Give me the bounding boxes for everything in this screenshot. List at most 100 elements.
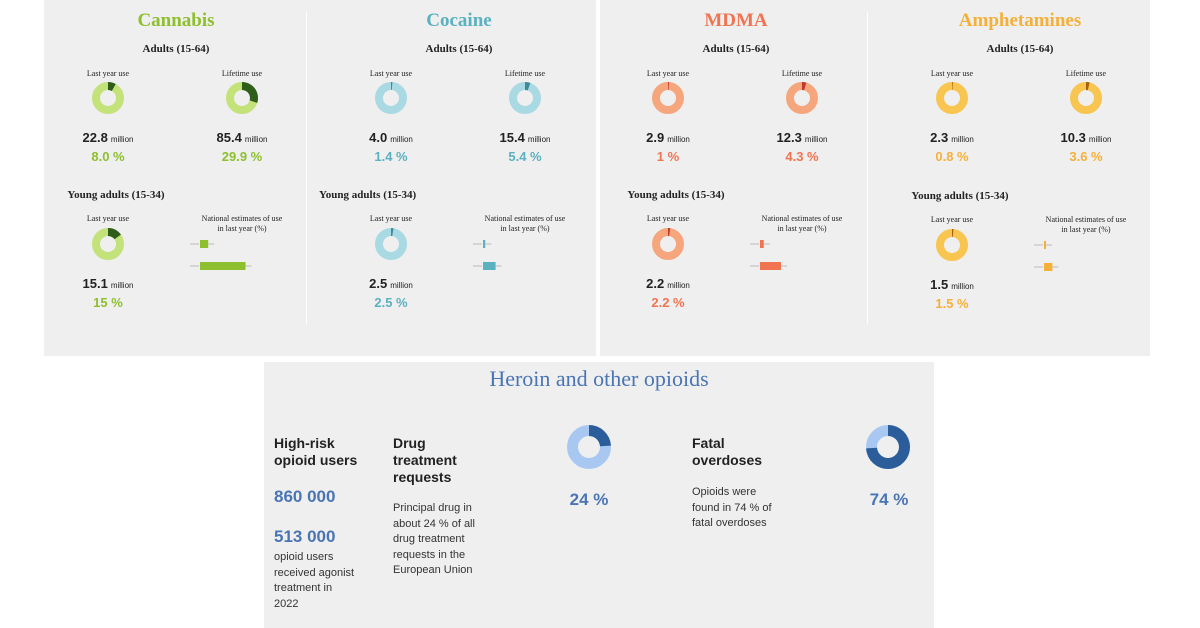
young-last-year-donut-chart xyxy=(92,228,124,260)
last-year-donut-chart xyxy=(375,82,407,114)
last-year-value-row: 2.3 million xyxy=(892,130,1012,145)
lifetime-donut-chart xyxy=(226,82,258,114)
treatment-text: Principal drug in about 24 % of all drug… xyxy=(393,501,475,579)
young-last-year-caption: Last year use xyxy=(646,214,690,223)
young-last-year-donut-chart xyxy=(375,228,407,260)
young-value: 2.5 xyxy=(369,276,388,291)
treatment-heading-line-1: Drug xyxy=(393,435,426,451)
lifetime-value-row: 10.3 million xyxy=(1026,130,1146,145)
last-year-value-row: 22.8 million xyxy=(48,130,168,145)
national-estimates-caption-line-1: National estimates of use xyxy=(201,214,283,223)
last-year-value: 2.9 xyxy=(646,130,665,145)
high-risk-value: 860 000 xyxy=(274,487,336,506)
last-year-caption: Last year use xyxy=(369,69,413,78)
treatment-heading-line-3: requests xyxy=(393,469,452,485)
last-year-unit: million xyxy=(110,135,134,144)
treatment-text-line-5: European Union xyxy=(393,564,473,576)
last-year-value: 2.3 xyxy=(930,130,949,145)
national-estimates-caption-line-2: in last year (%) xyxy=(217,224,267,233)
treatment-donut-chart xyxy=(567,425,611,469)
lifetime-value-row: 85.4 million xyxy=(182,130,302,145)
stimulants-panel-left xyxy=(44,0,596,356)
last-year-unit: million xyxy=(951,135,974,144)
national-row-0-bar xyxy=(200,240,209,248)
overdose-heading: Fatal overdoses xyxy=(692,435,762,469)
last-year-donut-chart xyxy=(652,82,684,114)
overdose-heading-line-2: overdoses xyxy=(692,452,763,468)
young-value: 1.5 xyxy=(930,277,949,292)
last-year-value: 22.8 xyxy=(82,130,108,145)
young-unit: million xyxy=(110,281,134,290)
lifetime-unit: million xyxy=(527,135,551,144)
lifetime-donut-slice xyxy=(1086,82,1090,91)
young-last-year-donut-slice xyxy=(108,228,121,240)
young-adults-label: Young adults (15-34) xyxy=(911,190,1009,202)
young-unit: million xyxy=(951,282,974,291)
lifetime-pct: 4.3 % xyxy=(785,149,819,164)
drug-section-cannabis: Cannabis Adults (15-64) Last year use 22.8 m… xyxy=(46,0,306,330)
young-pct: 1.5 % xyxy=(935,296,969,311)
lifetime-value-row: 12.3 million xyxy=(742,130,862,145)
treatment-text-line-4: requests in the xyxy=(393,548,466,561)
national-estimates-caption-line-2: in last year (%) xyxy=(777,224,827,233)
adults-label: Adults (15-64) xyxy=(425,43,493,55)
lifetime-unit: million xyxy=(804,135,828,144)
last-year-donut-chart xyxy=(92,82,124,114)
young-last-year-donut-slice xyxy=(668,228,671,237)
lifetime-donut-slice xyxy=(525,82,531,91)
national-estimates-chart xyxy=(1034,241,1059,271)
agonist-text-line-3: treatment in xyxy=(274,582,333,594)
last-year-caption: Last year use xyxy=(930,69,974,78)
national-estimates-caption-line-1: National estimates of use xyxy=(761,214,843,223)
high-risk-heading: High-risk opioid users xyxy=(274,435,357,469)
young-last-year-caption: Last year use xyxy=(86,214,130,223)
young-value-row: 2.5 million xyxy=(331,276,451,291)
drug-title: Cocaine xyxy=(426,10,492,31)
agonist-text-line-2: received agonist xyxy=(274,566,355,579)
last-year-donut-slice xyxy=(108,82,116,91)
young-adults-label: Young adults (15-34) xyxy=(67,189,165,201)
national-row-1-bar xyxy=(1044,263,1053,271)
last-year-pct: 8.0 % xyxy=(91,149,125,164)
last-year-value-row: 4.0 million xyxy=(331,130,451,145)
agonist-text: opioid users received agonist treatment … xyxy=(274,550,354,612)
national-estimates-caption: National estimates of use in last year (%… xyxy=(1030,215,1142,235)
last-year-pct: 0.8 % xyxy=(935,149,969,164)
lifetime-pct: 5.4 % xyxy=(508,149,542,164)
young-pct: 15 % xyxy=(93,295,123,310)
young-pct: 2.5 % xyxy=(374,295,408,310)
lifetime-value: 15.4 xyxy=(499,130,525,145)
last-year-donut-slice xyxy=(668,82,670,91)
last-year-value-row: 2.9 million xyxy=(608,130,728,145)
last-year-pct: 1 % xyxy=(656,149,680,164)
last-year-unit: million xyxy=(390,135,413,144)
drug-section-cocaine: Cocaine Adults (15-64) Last year use 4.0 mil… xyxy=(319,0,589,330)
young-value: 2.2 xyxy=(646,276,665,291)
last-year-value: 4.0 xyxy=(369,130,388,145)
last-year-donut-chart xyxy=(936,82,968,114)
divider-cannabis-cocaine xyxy=(306,12,307,324)
agonist-text-line-1: opioid users xyxy=(274,551,334,563)
last-year-caption: Last year use xyxy=(86,69,130,78)
lifetime-donut-slice xyxy=(242,82,258,103)
overdose-donut-slice xyxy=(866,425,910,469)
drug-title: MDMA xyxy=(704,10,768,31)
overdose-pct: 74 % xyxy=(869,490,909,509)
adults-label: Adults (15-64) xyxy=(986,43,1054,55)
national-estimates-chart xyxy=(190,240,252,270)
lifetime-caption: Lifetime use xyxy=(504,69,546,78)
treatment-heading: Drug treatment requests xyxy=(393,435,457,486)
national-row-0-bar xyxy=(760,240,764,248)
treatment-text-line-3: drug treatment xyxy=(393,533,465,545)
young-adults-label: Young adults (15-34) xyxy=(319,189,417,201)
opioids-panel: Heroin and other opioids High-risk opioi… xyxy=(264,362,934,628)
national-estimates-caption-line-2: in last year (%) xyxy=(500,224,550,233)
overdose-heading-line-1: Fatal xyxy=(692,435,725,451)
national-estimates-chart xyxy=(473,240,502,270)
stimulants-panel-right xyxy=(600,0,1150,356)
young-last-year-caption: Last year use xyxy=(369,214,413,223)
young-value: 15.1 xyxy=(82,276,108,291)
overdose-text-line-1: Opioids were xyxy=(692,486,757,498)
treatment-text-line-2: about 24 % of all xyxy=(393,517,475,530)
drug-title: Amphetamines xyxy=(958,10,1082,31)
